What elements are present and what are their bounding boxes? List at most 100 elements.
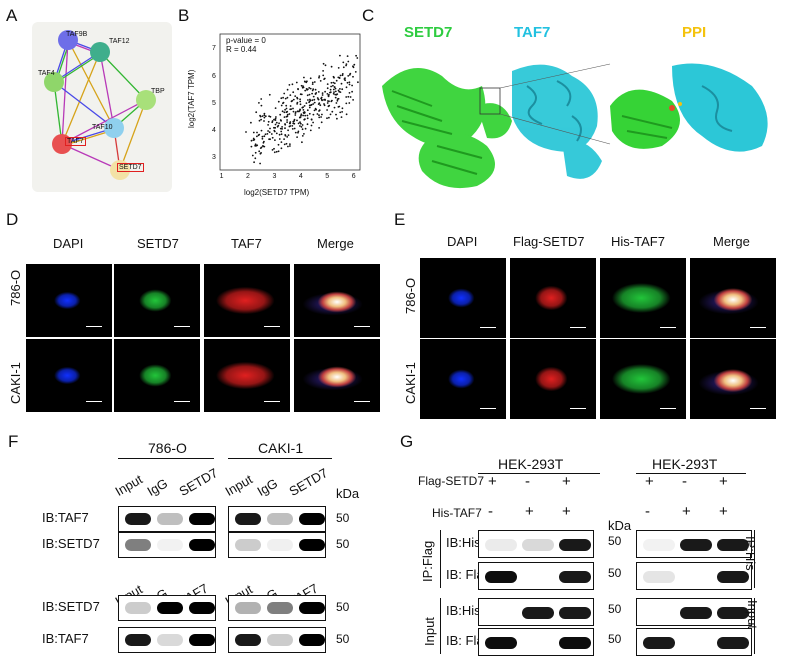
scatter-point	[306, 114, 309, 117]
micrograph-tile	[26, 339, 112, 412]
scatter-point	[299, 93, 302, 96]
micrograph-column-header: SETD7	[137, 236, 179, 251]
scatter-point	[342, 61, 345, 64]
scale-bar	[750, 327, 766, 328]
scatter-ytick: 3	[212, 154, 216, 162]
scatter-point	[268, 115, 270, 118]
scatter-point	[294, 131, 297, 134]
scatter-point	[279, 119, 282, 121]
scatter-point	[326, 109, 328, 111]
scatter-point	[312, 103, 315, 105]
blot-strip	[478, 562, 594, 590]
scatter-point	[337, 67, 340, 69]
scatter-point	[296, 119, 298, 122]
scatter-point	[323, 104, 326, 107]
scatter-point	[312, 121, 314, 124]
g-marker-50: 50	[608, 632, 622, 646]
blot-strip	[478, 628, 594, 656]
scatter-point	[353, 63, 356, 66]
panel-e-row-786o: 786-O	[403, 277, 418, 314]
scatter-point	[335, 113, 337, 116]
blot-band	[522, 539, 554, 551]
scatter-point	[306, 117, 309, 120]
scatter-point	[284, 108, 286, 111]
scatter-point	[330, 85, 332, 88]
ppi-network	[32, 22, 172, 192]
blot-band	[559, 637, 591, 649]
scatter-point	[257, 134, 260, 137]
scatter-point	[301, 128, 304, 131]
scatter-xtick: 1	[219, 173, 224, 180]
scale-bar	[660, 408, 676, 409]
node-taf9b	[58, 30, 78, 50]
scatter-point	[256, 131, 258, 134]
scatter-point	[284, 134, 287, 136]
scatter-point	[255, 111, 258, 114]
scatter-point	[285, 142, 288, 145]
ip-flag-label: IP:Flag	[420, 540, 435, 582]
scatter-point	[310, 103, 313, 106]
scatter-point	[283, 138, 285, 140]
scatter-point	[274, 123, 277, 126]
scatter-point	[318, 76, 320, 79]
scatter-point	[340, 116, 343, 118]
scatter-point	[288, 84, 291, 86]
scatter-point	[275, 116, 277, 118]
scatter-point	[303, 105, 306, 107]
scatter-point	[287, 129, 289, 132]
blot-strip	[228, 595, 326, 621]
panel-e-row-caki1: CAKI-1	[403, 362, 418, 404]
scatter-point	[267, 124, 269, 126]
blot-row-label: IB:TAF7	[42, 631, 89, 646]
flag-sign: +	[645, 473, 654, 490]
scatter-point	[351, 90, 353, 93]
scatter-point	[339, 54, 341, 57]
scatter-point	[313, 98, 316, 101]
blot-band	[485, 607, 517, 619]
scatter-point	[264, 115, 267, 118]
scatter-ytick: 5	[212, 99, 216, 107]
scatter-point	[263, 116, 266, 119]
scatter-point	[305, 88, 308, 90]
blot-strip	[118, 595, 216, 621]
scatter-point	[275, 150, 278, 153]
scatter-point	[322, 74, 325, 77]
scatter-point	[261, 137, 264, 140]
scatter-point	[250, 139, 253, 142]
blot-band	[125, 634, 151, 646]
blot-band	[235, 602, 261, 614]
node-label-setd7: SETD7	[117, 163, 144, 172]
scatter-point	[318, 114, 320, 117]
scatter-point	[278, 133, 281, 136]
scatter-point	[276, 125, 279, 128]
scatter-point	[280, 97, 283, 100]
scatter-point	[316, 113, 319, 115]
node-taf7	[52, 134, 72, 154]
scatter-point	[254, 157, 257, 160]
input-bracket-right	[754, 598, 755, 654]
scatter-point	[311, 92, 313, 95]
scatter-point	[245, 131, 247, 133]
input-label-left: Input	[422, 617, 437, 646]
blot-band	[235, 513, 261, 525]
blot-band	[235, 539, 261, 551]
scale-bar	[86, 326, 102, 327]
scatter-point	[254, 143, 257, 146]
scatter-point	[300, 113, 303, 116]
scatter-point	[336, 99, 339, 102]
scatter-point	[301, 135, 304, 137]
scatter-point	[312, 88, 315, 91]
scatter-point	[280, 141, 283, 143]
blot-strip	[118, 506, 216, 532]
blot-row-label: IB:SETD7	[42, 536, 100, 551]
scatter-point	[320, 121, 323, 124]
scatter-point	[326, 117, 328, 120]
scatter-point	[289, 122, 291, 125]
scatter-point	[262, 145, 264, 147]
node-setd7	[110, 160, 130, 180]
scatter-point	[326, 93, 329, 95]
scatter-point	[286, 96, 289, 99]
scatter-point	[330, 81, 333, 84]
scatter-point	[263, 114, 266, 117]
scatter-point	[304, 89, 307, 92]
